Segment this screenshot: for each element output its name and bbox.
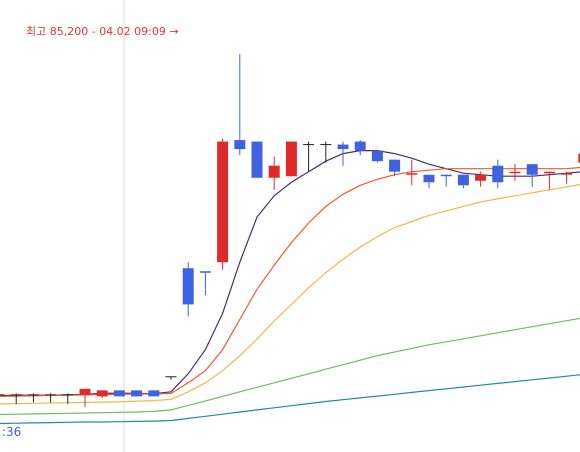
candle [62, 393, 74, 404]
candle [148, 390, 160, 397]
candle-body [440, 174, 452, 177]
candle-body [182, 268, 194, 305]
candle-body [251, 141, 263, 178]
ma20-line [0, 183, 580, 405]
candle-body [337, 144, 349, 150]
candle-body [526, 164, 538, 175]
candle-body [509, 171, 521, 174]
moving-average-layer [0, 150, 580, 425]
candle [492, 159, 504, 189]
candle [475, 171, 487, 187]
candle [27, 393, 39, 403]
candle [285, 141, 297, 177]
candle [45, 393, 57, 403]
candle-body [475, 174, 487, 181]
candle-body [199, 271, 211, 273]
candle-body [561, 173, 573, 175]
candle [509, 164, 521, 181]
candle-body [217, 141, 229, 263]
ma60-line [0, 317, 580, 416]
candle-body [406, 173, 418, 175]
candle-layer [0, 54, 580, 407]
candle-body [423, 174, 435, 183]
candle [543, 171, 555, 190]
candle [251, 141, 263, 178]
high-price-annotation: 최고 85,200 - 04.02 09:09 → [26, 25, 179, 38]
candle [10, 393, 22, 404]
candle-body [96, 390, 108, 397]
candle [440, 174, 452, 187]
candle [217, 138, 229, 270]
candle [0, 394, 5, 396]
candle [182, 262, 194, 317]
candle-body [492, 165, 504, 183]
candle [113, 390, 125, 397]
candle [561, 171, 573, 184]
candle [526, 164, 538, 187]
candle [234, 54, 246, 156]
candle [131, 390, 143, 397]
candle [303, 141, 315, 172]
candle-body [113, 390, 125, 397]
candle [96, 390, 108, 398]
candle [337, 141, 349, 166]
ma10-line [0, 166, 580, 397]
candle-body [285, 141, 297, 177]
candle-body [268, 165, 280, 178]
candle-body [354, 141, 366, 151]
candle [389, 159, 401, 177]
candle [423, 174, 435, 189]
candle [79, 388, 91, 407]
candle-body [389, 159, 401, 172]
candle [199, 271, 211, 296]
time-axis-label: :36 [2, 425, 21, 439]
candle [406, 159, 418, 186]
candle-body [371, 150, 383, 162]
candle [320, 141, 332, 163]
candle [165, 376, 177, 380]
candle [268, 156, 280, 190]
candle [578, 153, 580, 163]
candle-body [131, 390, 143, 397]
candle [371, 150, 383, 163]
candle-body [148, 390, 160, 397]
candle-body [234, 140, 246, 150]
candle-body [543, 171, 555, 174]
candle-body [578, 153, 580, 163]
candle [354, 140, 366, 156]
candle-body [79, 388, 91, 395]
ma5-line [0, 150, 580, 397]
ma120-line [0, 374, 580, 425]
candle-body [457, 174, 469, 186]
candle [457, 174, 469, 189]
